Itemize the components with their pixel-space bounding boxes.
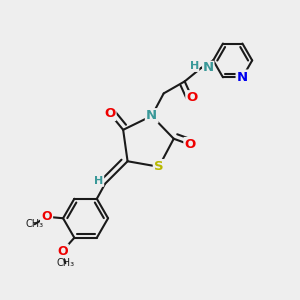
Text: N: N [203,61,214,74]
Text: O: O [104,107,115,120]
Text: O: O [184,138,196,151]
Text: N: N [237,71,248,84]
Text: CH₃: CH₃ [56,258,74,268]
Text: O: O [187,92,198,104]
Text: CH₃: CH₃ [26,219,44,229]
Text: H: H [94,176,103,186]
Text: O: O [41,210,52,223]
Text: H: H [190,61,199,71]
Text: S: S [154,160,164,173]
Text: N: N [146,110,157,122]
Text: O: O [57,245,68,258]
